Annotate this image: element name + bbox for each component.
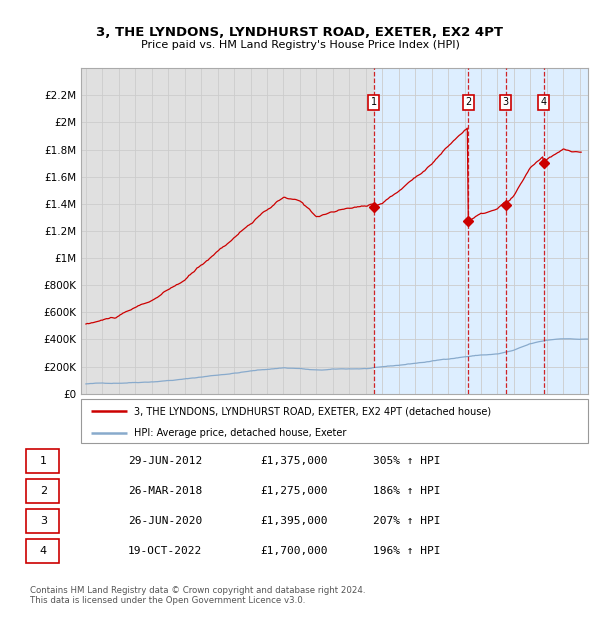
Text: 1: 1 <box>40 456 47 466</box>
Text: 29-JUN-2012: 29-JUN-2012 <box>128 456 202 466</box>
Text: 186% ↑ HPI: 186% ↑ HPI <box>373 486 441 496</box>
Text: 305% ↑ HPI: 305% ↑ HPI <box>373 456 441 466</box>
Text: £1,375,000: £1,375,000 <box>260 456 328 466</box>
FancyBboxPatch shape <box>26 479 59 503</box>
Text: £1,700,000: £1,700,000 <box>260 546 328 556</box>
Text: 4: 4 <box>40 546 47 556</box>
Text: 3, THE LYNDONS, LYNDHURST ROAD, EXETER, EX2 4PT: 3, THE LYNDONS, LYNDHURST ROAD, EXETER, … <box>97 26 503 39</box>
Text: 4: 4 <box>541 97 547 107</box>
Text: HPI: Average price, detached house, Exeter: HPI: Average price, detached house, Exet… <box>134 428 347 438</box>
Text: 207% ↑ HPI: 207% ↑ HPI <box>373 516 441 526</box>
Text: £1,395,000: £1,395,000 <box>260 516 328 526</box>
FancyBboxPatch shape <box>26 539 59 563</box>
Text: 26-JUN-2020: 26-JUN-2020 <box>128 516 202 526</box>
Text: £1,275,000: £1,275,000 <box>260 486 328 496</box>
FancyBboxPatch shape <box>26 450 59 474</box>
Text: 26-MAR-2018: 26-MAR-2018 <box>128 486 202 496</box>
Text: 2: 2 <box>40 486 47 496</box>
FancyBboxPatch shape <box>81 399 588 443</box>
Text: Contains HM Land Registry data © Crown copyright and database right 2024.
This d: Contains HM Land Registry data © Crown c… <box>30 586 365 605</box>
Bar <box>374 68 588 394</box>
Text: 3, THE LYNDONS, LYNDHURST ROAD, EXETER, EX2 4PT (detached house): 3, THE LYNDONS, LYNDHURST ROAD, EXETER, … <box>134 406 491 416</box>
Text: 3: 3 <box>502 97 509 107</box>
Text: Price paid vs. HM Land Registry's House Price Index (HPI): Price paid vs. HM Land Registry's House … <box>140 40 460 50</box>
Text: 1: 1 <box>371 97 377 107</box>
FancyBboxPatch shape <box>26 509 59 533</box>
Text: 19-OCT-2022: 19-OCT-2022 <box>128 546 202 556</box>
Text: 196% ↑ HPI: 196% ↑ HPI <box>373 546 441 556</box>
Text: 2: 2 <box>465 97 472 107</box>
Text: 3: 3 <box>40 516 47 526</box>
